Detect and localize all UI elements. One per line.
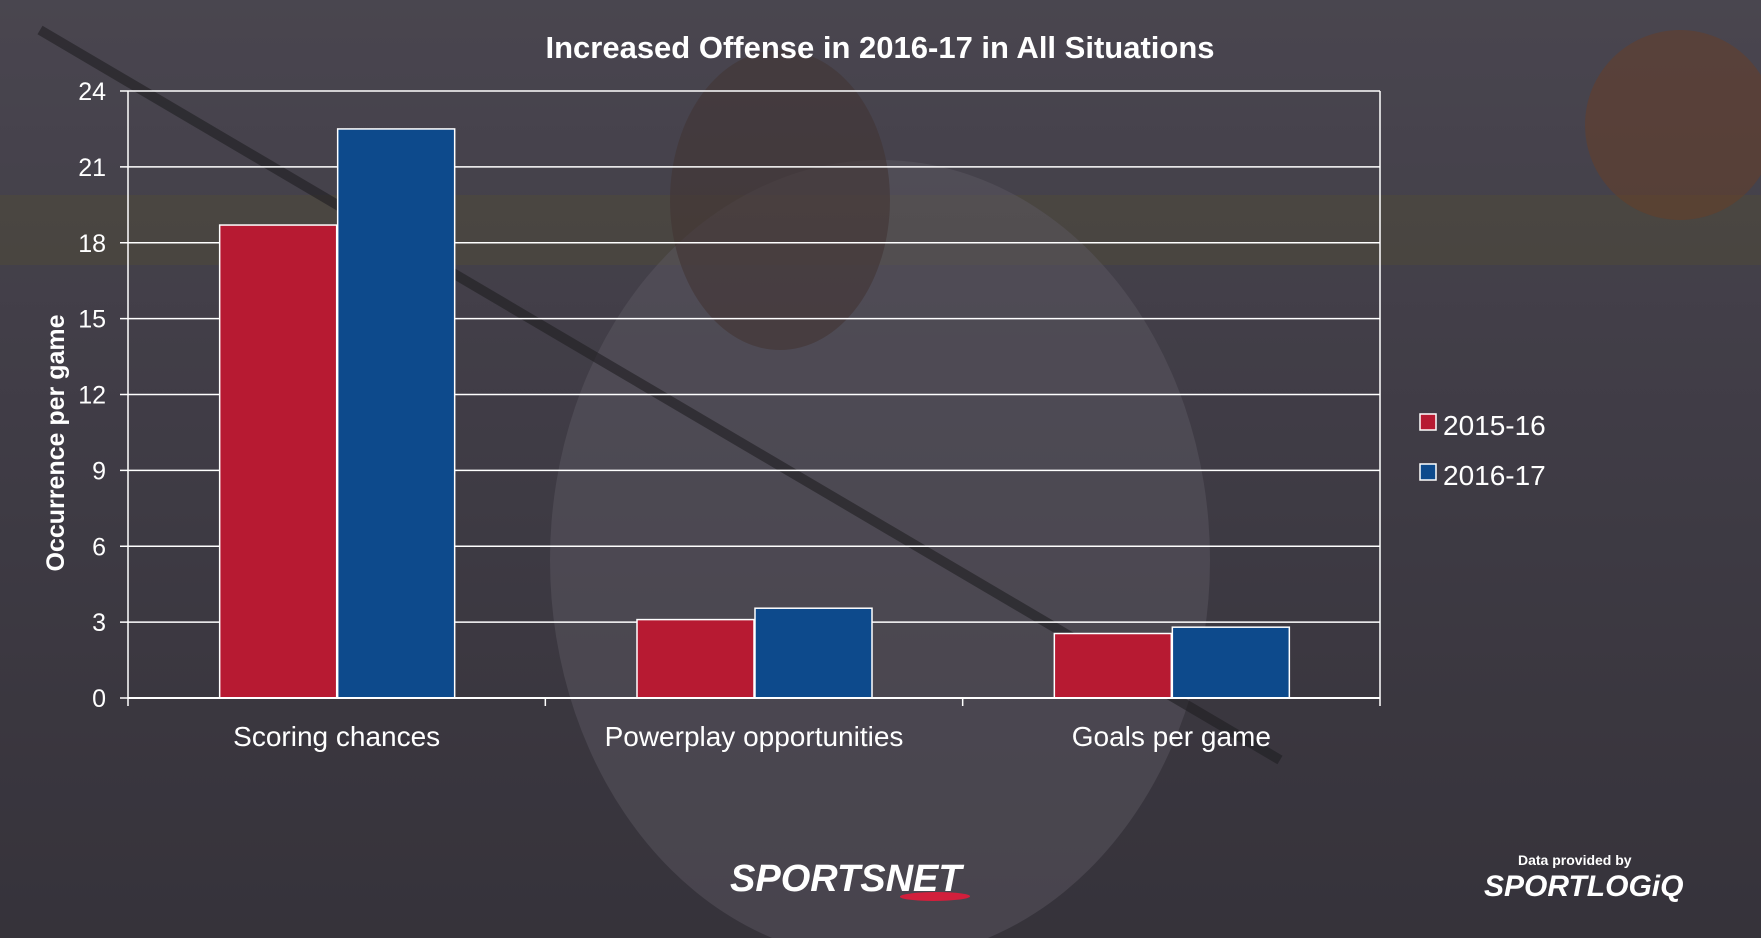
legend-swatch xyxy=(1419,413,1437,431)
x-category-label: Goals per game xyxy=(1072,721,1271,752)
x-axis-tick-marks xyxy=(127,698,1381,706)
y-tick-label: 6 xyxy=(92,533,106,561)
legend-label: 2015-16 xyxy=(1443,410,1546,441)
legend-swatch xyxy=(1419,463,1437,481)
bar-2015-16 xyxy=(1053,632,1173,699)
x-category-label: Scoring chances xyxy=(233,721,440,752)
legend: 2015-16 2016-17 xyxy=(1419,410,1546,491)
provider-caption: Data provided by xyxy=(1518,852,1632,868)
y-tick-label: 0 xyxy=(92,685,106,713)
y-tick-label: 3 xyxy=(92,609,106,637)
chart-title: Increased Offense in 2016-17 in All Situ… xyxy=(545,30,1214,65)
y-tick-label: 12 xyxy=(78,382,106,410)
bar-2015-16 xyxy=(636,618,755,699)
y-axis-label: Occurrence per game xyxy=(42,314,70,571)
y-tick-label: 9 xyxy=(92,457,106,485)
x-category-label: Powerplay opportunities xyxy=(605,721,904,752)
y-axis-ticks: 0 3 6 9 12 15 18 21 24 xyxy=(78,78,1381,713)
bar-2016-17 xyxy=(1171,626,1291,699)
bar-2015-16 xyxy=(218,224,338,699)
bar-2016-17 xyxy=(336,128,456,699)
y-tick-label: 18 xyxy=(78,230,106,258)
y-tick-label: 24 xyxy=(78,78,106,106)
legend-label: 2016-17 xyxy=(1443,460,1546,491)
y-tick-label: 15 xyxy=(78,306,106,334)
y-tick-label: 21 xyxy=(78,154,106,182)
sportlogiq-logo: SPORTLOGiQ xyxy=(1484,870,1684,903)
bars xyxy=(218,128,1291,699)
bar-2016-17 xyxy=(754,607,873,699)
x-axis-categories: Scoring chances Powerplay opportunities Go… xyxy=(233,721,1271,752)
